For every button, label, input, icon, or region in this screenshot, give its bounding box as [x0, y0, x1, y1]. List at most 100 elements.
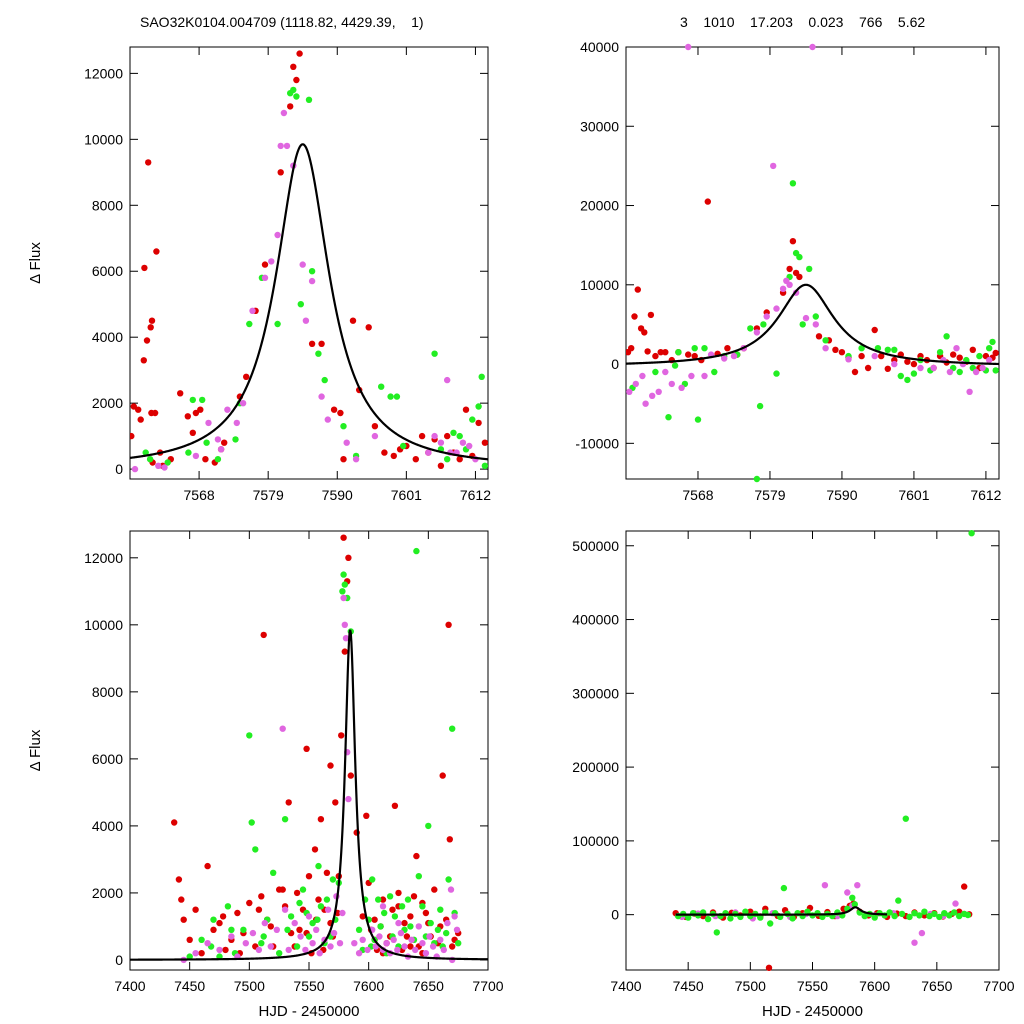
x-tick-label: 7550: [293, 978, 324, 994]
data-point-green: [956, 912, 963, 920]
data-point-green: [891, 346, 898, 353]
data-point-magenta: [192, 950, 199, 957]
data-point-magenta: [283, 142, 291, 150]
data-point-green: [968, 530, 975, 537]
data-point-green: [931, 910, 938, 918]
data-point-red: [148, 317, 156, 324]
data-point-red: [371, 916, 378, 923]
data-point-green: [780, 884, 788, 892]
y-tick-label: 12000: [84, 65, 123, 81]
x-tick-label: 7590: [322, 487, 353, 503]
data-point-green: [747, 325, 754, 332]
data-point-green: [329, 876, 337, 883]
data-point-red: [130, 432, 135, 440]
data-point-magenta: [431, 432, 438, 440]
data-point-red: [422, 909, 430, 917]
data-point-green: [976, 352, 983, 360]
data-point-green: [989, 338, 996, 346]
data-point-green: [270, 869, 277, 876]
data-point-green: [685, 914, 692, 921]
data-point-magenta: [871, 352, 878, 360]
data-point-green: [391, 913, 399, 920]
data-point-red: [407, 913, 414, 920]
data-point-red: [202, 456, 209, 463]
data-point-magenta: [395, 919, 402, 927]
data-point-green: [902, 815, 909, 822]
data-point-green: [378, 383, 385, 390]
data-point-magenta: [268, 258, 275, 265]
y-axis-label: Δ Flux: [27, 242, 44, 284]
data-point-green: [756, 402, 764, 410]
data-point-red: [261, 261, 269, 268]
data-point-green: [936, 349, 944, 356]
data-point-magenta: [930, 364, 937, 372]
data-point-magenta: [390, 936, 397, 943]
data-point-red: [216, 919, 223, 927]
data-point-green: [943, 333, 950, 340]
data-point-green: [871, 914, 878, 921]
data-point-red: [407, 943, 414, 950]
data-point-red: [340, 456, 347, 463]
data-point-green: [910, 370, 918, 377]
data-point-green: [232, 436, 239, 443]
data-point-magenta: [355, 950, 363, 957]
data-point-magenta: [359, 936, 366, 943]
data-point-magenta: [371, 432, 379, 440]
data-point-green: [911, 910, 918, 917]
data-point-green: [189, 396, 196, 404]
data-point-green: [375, 896, 382, 903]
data-point-green: [481, 462, 488, 469]
data-point-magenta: [685, 43, 692, 51]
data-point-red: [371, 423, 379, 430]
data-point-green: [789, 915, 796, 922]
data-point-green: [400, 442, 407, 450]
data-point-magenta: [341, 621, 348, 628]
x-tick-label: 7568: [184, 487, 215, 503]
data-point-magenta: [770, 162, 777, 170]
data-point-green: [240, 926, 247, 933]
data-point-green: [822, 337, 829, 344]
data-point-magenta: [626, 388, 633, 395]
data-point-red: [956, 908, 963, 915]
x-tick-label: 7612: [460, 487, 491, 503]
y-tick-label: 0: [611, 907, 619, 923]
x-tick-label: 7700: [472, 978, 503, 994]
data-point-green: [665, 414, 672, 421]
data-point-magenta: [459, 439, 467, 446]
data-point-magenta: [302, 317, 310, 324]
y-tick-label: 30000: [580, 118, 619, 134]
data-point-magenta: [662, 368, 669, 376]
data-point-red: [296, 50, 303, 57]
data-point-magenta: [440, 946, 447, 954]
data-point-magenta: [239, 400, 247, 407]
data-point-green: [299, 886, 307, 893]
data-point-red: [395, 889, 402, 897]
data-point-magenta: [786, 281, 793, 288]
data-point-red: [641, 329, 648, 336]
data-point-magenta: [280, 109, 288, 117]
data-point-red: [631, 313, 638, 320]
data-point-magenta: [422, 950, 430, 957]
data-point-green: [701, 345, 708, 352]
data-point-red: [184, 413, 191, 420]
data-point-magenta: [466, 442, 473, 450]
data-point-magenta: [730, 352, 738, 360]
panel-bottom-right: 7400 7450 7500 7550 7600 7650 7700 0 100000 20000…: [572, 530, 1015, 1020]
data-point-red: [293, 76, 300, 84]
data-point-magenta: [444, 376, 451, 384]
data-point-magenta: [415, 923, 422, 930]
data-point-red: [332, 799, 339, 806]
data-point-magenta: [426, 933, 433, 940]
data-point-magenta: [854, 882, 861, 889]
data-point-green: [906, 913, 913, 921]
data-point-red: [418, 432, 426, 440]
data-point-red: [296, 926, 303, 933]
data-point-red: [704, 198, 711, 205]
plot-title-left: SAO32K0104.004709 (1118.82, 4429.39, 1): [140, 14, 424, 30]
data-point-green: [449, 725, 456, 732]
data-point-magenta: [891, 360, 898, 368]
data-point-green: [694, 416, 702, 423]
x-tick-label: 7450: [174, 978, 205, 994]
data-point-green: [224, 903, 232, 910]
data-point-green: [369, 876, 376, 883]
